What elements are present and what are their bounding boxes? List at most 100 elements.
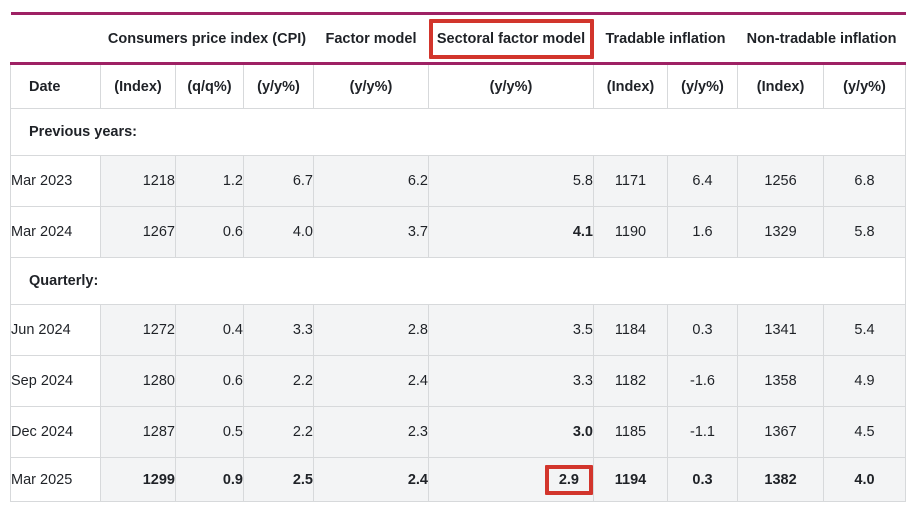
value-cell: 4.0: [243, 206, 314, 258]
section-label-previous-years: Previous years:: [9, 108, 907, 156]
column-header-date: Date: [10, 63, 101, 109]
column-header-col7: (y/y%): [666, 63, 739, 109]
cell-value: -1.6: [690, 373, 715, 389]
cell-value: 2.4: [407, 373, 428, 389]
value-cell: 4.9: [823, 355, 907, 407]
cell-value: -1.1: [690, 424, 715, 440]
data-row-mar-2025: Mar 2025 1299 0.9 2.5 2.4 2.9 1194 0.3 1382 4.0: [10, 457, 907, 502]
value-cell: 1329: [737, 206, 825, 258]
highlight-box-value: 2.9: [544, 464, 593, 495]
cell-value: 1358: [764, 373, 797, 389]
value-cell: 6.2: [313, 155, 429, 207]
column-header-col2: (q/q%): [175, 63, 244, 109]
data-row-mar-2023: Mar 2023 1218 1.2 6.7 6.2 5.8 1171 6.4 1256 6.8: [10, 155, 907, 207]
cell-value: 0.6: [222, 373, 243, 389]
cell-value: 3.3: [292, 322, 313, 338]
group-header-sectoral-factor-model: Sectoral factor model: [428, 12, 594, 65]
cell-value: 1272: [142, 322, 175, 338]
cell-value: 1267: [142, 224, 175, 240]
value-cell: 1.2: [175, 155, 244, 207]
value-cell: 3.7: [313, 206, 429, 258]
data-row-jun-2024: Jun 2024 1272 0.4 3.3 2.8 3.5 1184 0.3 1341 5.4: [10, 304, 907, 356]
value-cell: 1185: [593, 406, 668, 458]
cell-value: 4.0: [854, 471, 875, 488]
date-cell: Mar 2025: [10, 457, 101, 502]
section-row: Quarterly:: [9, 257, 907, 305]
highlight-box-header: Sectoral factor model: [428, 18, 594, 59]
value-cell: 0.3: [666, 304, 739, 356]
value-cell: 2.3: [313, 406, 429, 458]
inflation-table: Consumers price index (CPI) Factor model S…: [9, 12, 907, 502]
value-cell: 2.9: [428, 457, 594, 502]
group-header-non-tradable-inflation: Non-tradable inflation: [737, 12, 906, 65]
column-header-col6: (Index): [593, 63, 668, 109]
data-row-sep-2024: Sep 2024 1280 0.6 2.2 2.4 3.3 1182 -1.6 1358 4.9: [10, 355, 907, 407]
value-cell: 2.4: [313, 355, 429, 407]
cell-value: 1184: [614, 322, 647, 338]
column-header-col9: (y/y%): [823, 63, 907, 109]
value-cell: 1341: [737, 304, 825, 356]
column-header-row: Date (Index) (q/q%) (y/y%) (y/y%) (y/y%) (Inde…: [10, 63, 907, 109]
group-header-consumers-price-index-cpi: Consumers price index (CPI): [100, 12, 314, 65]
cell-value: 1382: [764, 471, 797, 488]
value-cell: 3.0: [428, 406, 594, 458]
cell-value: 1329: [764, 224, 797, 240]
date-cell: Mar 2023: [10, 155, 101, 207]
cell-value: 0.9: [222, 471, 243, 488]
group-header-spacer: [10, 12, 101, 65]
value-cell: 1367: [737, 406, 825, 458]
cell-value: 1.2: [222, 173, 243, 189]
cell-value: 1185: [614, 424, 647, 440]
cell-value: 0.4: [222, 322, 243, 338]
value-cell: 4.0: [823, 457, 907, 502]
value-cell: 2.5: [243, 457, 314, 502]
cell-value: 0.6: [222, 224, 243, 240]
cell-value: 4.0: [292, 224, 313, 240]
value-cell: -1.1: [666, 406, 739, 458]
column-header-col8: (Index): [737, 63, 825, 109]
value-cell: 2.4: [313, 457, 429, 502]
column-header-col1: (Index): [100, 63, 176, 109]
cell-value: 3.5: [572, 322, 593, 338]
section-label-quarterly: Quarterly:: [9, 257, 907, 305]
value-cell: 3.3: [243, 304, 314, 356]
column-header-col4: (y/y%): [313, 63, 429, 109]
value-cell: 1358: [737, 355, 825, 407]
value-cell: 1280: [100, 355, 176, 407]
value-cell: 6.7: [243, 155, 314, 207]
cell-value: 2.8: [407, 322, 428, 338]
data-row-mar-2024: Mar 2024 1267 0.6 4.0 3.7 4.1 1190 1.6 1329 5.8: [10, 206, 907, 258]
value-cell: 1272: [100, 304, 176, 356]
date-cell: Mar 2024: [10, 206, 101, 258]
value-cell: 5.4: [823, 304, 907, 356]
cell-value: 6.4: [692, 173, 713, 189]
cell-value: 1287: [142, 424, 175, 440]
value-cell: 1382: [737, 457, 825, 502]
value-cell: 1299: [100, 457, 176, 502]
cell-value: 1280: [142, 373, 175, 389]
value-cell: 0.6: [175, 206, 244, 258]
cell-value: 1194: [614, 471, 647, 488]
value-cell: 1190: [593, 206, 668, 258]
column-header-col5: (y/y%): [428, 63, 594, 109]
value-cell: 1.6: [666, 206, 739, 258]
value-cell: 2.2: [243, 355, 314, 407]
cell-value: 4.9: [854, 373, 875, 389]
cell-value: 5.8: [572, 173, 593, 189]
cell-value: 1190: [614, 224, 647, 240]
cell-value: 2.3: [407, 424, 428, 440]
value-cell: 0.3: [666, 457, 739, 502]
group-header-row: Consumers price index (CPI) Factor model S…: [10, 12, 906, 65]
value-cell: 5.8: [823, 206, 907, 258]
date-cell: Jun 2024: [10, 304, 101, 356]
cell-value: 1256: [764, 173, 797, 189]
date-cell: Dec 2024: [10, 406, 101, 458]
date-cell: Sep 2024: [10, 355, 101, 407]
cell-value: 1171: [614, 173, 647, 189]
cell-value: 3.3: [572, 373, 593, 389]
value-cell: 4.1: [428, 206, 594, 258]
value-cell: 6.8: [823, 155, 907, 207]
value-cell: 1194: [593, 457, 668, 502]
value-cell: 0.5: [175, 406, 244, 458]
